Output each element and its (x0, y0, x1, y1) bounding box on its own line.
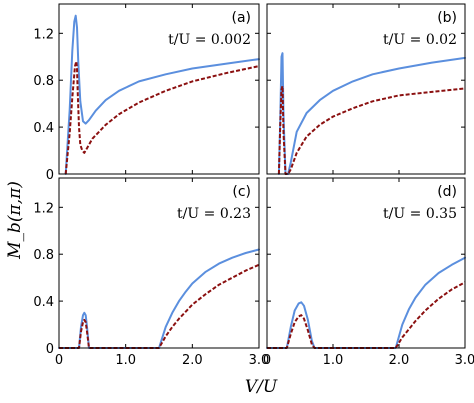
x-tick-label: 2.0 (389, 353, 410, 368)
series-line-1 (64, 14, 260, 175)
y-tick-label: 0.8 (33, 74, 54, 89)
parameter-annotation: t/U = 0.23 (177, 206, 251, 222)
panel-frame (266, 3, 466, 175)
x-tick-label: 0 (263, 353, 271, 368)
series-line-1 (58, 248, 260, 349)
x-tick-label: 3.0 (249, 353, 270, 368)
panel-a: 0 0.4 0.8 1.2 (a) t/U = 0.002 (33, 3, 260, 183)
panel-frame (58, 177, 260, 349)
panel-b: (b) t/U = 0.02 (266, 3, 466, 175)
x-tick-label: 1.0 (323, 353, 344, 368)
y-tick-label: 1.2 (33, 27, 54, 42)
x-tick-label: 1.0 (115, 353, 136, 368)
y-tick-label: 1.2 (33, 201, 54, 216)
y-tick-label: 0.4 (33, 121, 54, 136)
parameter-annotation: t/U = 0.002 (168, 32, 251, 48)
panel-c: 0 1.0 2.0 3.000.40.81.2(c)t/U = 0.23 (33, 177, 270, 368)
series-line-2 (59, 263, 260, 349)
panel-d: 0 1.0 2.0 3.0 (d) t/U = 0.35 (263, 177, 474, 368)
panel-frame (266, 177, 466, 349)
series-line-2 (267, 281, 466, 349)
series-line-1 (277, 52, 466, 175)
panel-label: (d) (437, 184, 457, 200)
y-tick-label: 0.4 (33, 295, 54, 310)
panel-label: (b) (437, 10, 457, 26)
series-line-2 (64, 60, 260, 175)
y-tick-label: 0.8 (33, 248, 54, 263)
series-line-2 (277, 85, 466, 175)
panel-frame (58, 3, 260, 175)
parameter-annotation: t/U = 0.02 (383, 32, 457, 48)
y-axis-title: M_b(π,π) (5, 181, 25, 260)
x-axis-title: V/U (245, 377, 278, 397)
x-tick-label: 3.0 (455, 353, 474, 368)
y-tick-label: 0 (46, 168, 54, 183)
panel-label: (a) (231, 10, 251, 26)
y-tick-label: 0 (46, 342, 54, 357)
panel-label: (c) (232, 184, 251, 200)
parameter-annotation: t/U = 0.35 (383, 206, 457, 222)
x-tick-label: 0 (55, 353, 63, 368)
x-tick-label: 2.0 (182, 353, 203, 368)
